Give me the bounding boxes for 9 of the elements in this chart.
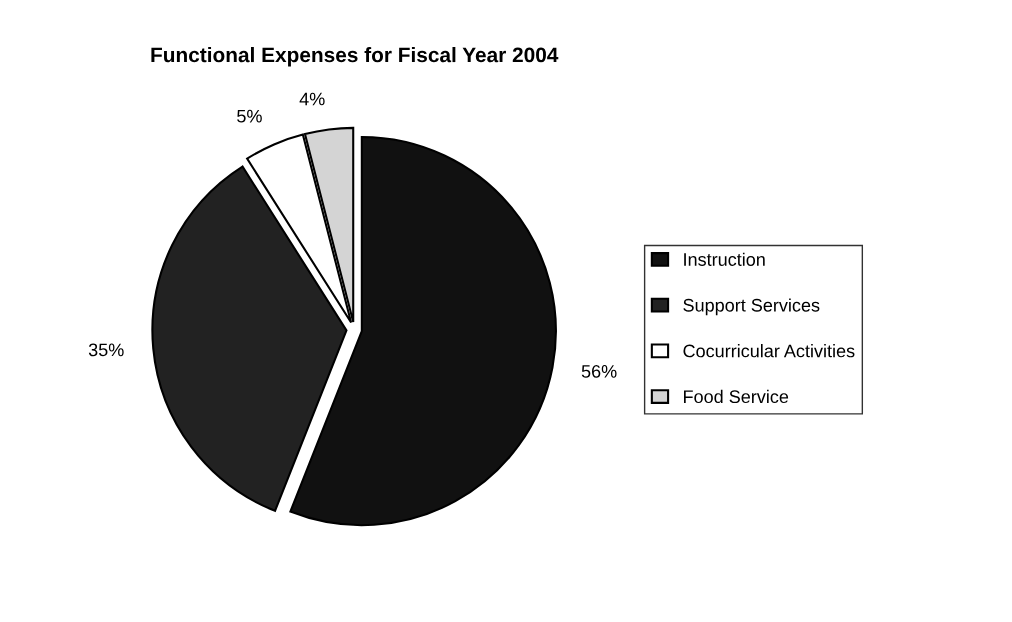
legend-label: Support Services — [683, 298, 820, 316]
data-label: 35% — [88, 343, 124, 357]
legend-label: Instruction — [684, 252, 765, 266]
legend-label: Food Service — [684, 389, 789, 404]
data-label: 56% — [581, 364, 617, 378]
legend-label: Cocurricular Activities — [683, 344, 855, 358]
chart-title: Functional Expenses for Fiscal Year 2004 — [151, 46, 559, 67]
data-label: 4% — [299, 92, 325, 106]
data-label: 5% — [237, 109, 262, 123]
